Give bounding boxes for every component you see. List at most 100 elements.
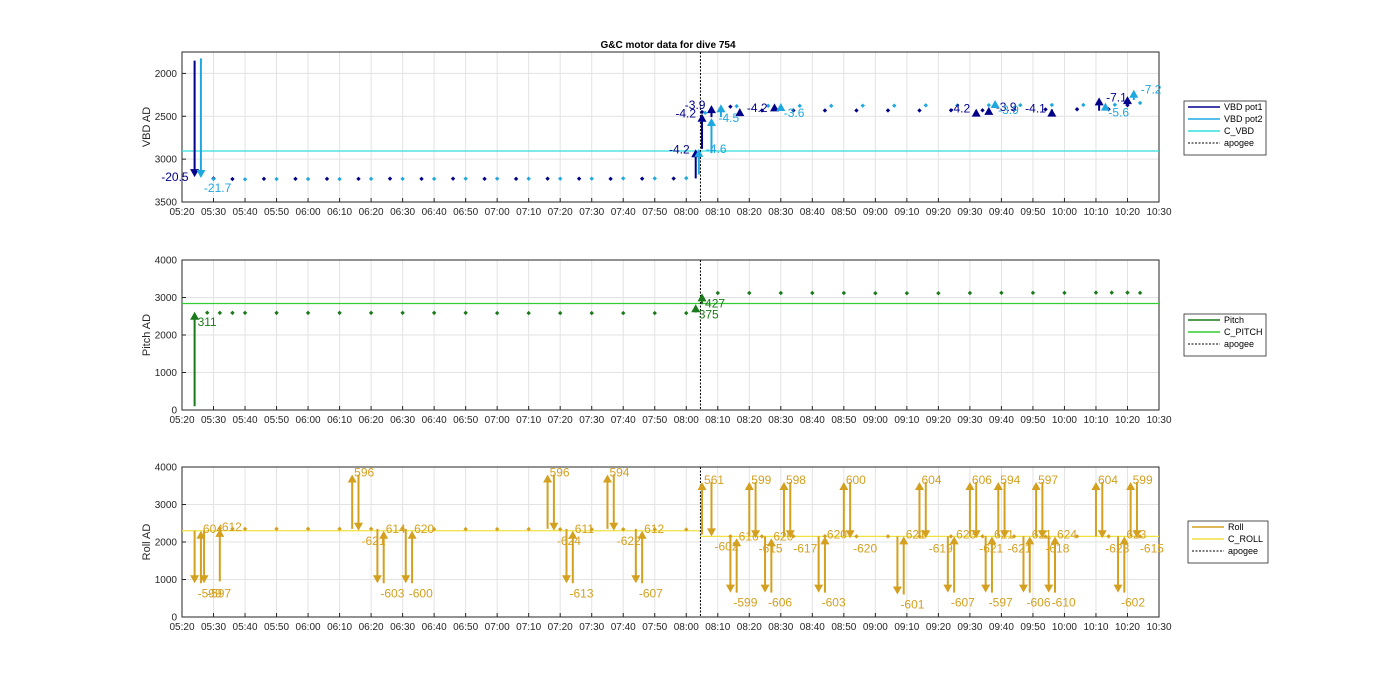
- data-point: [860, 103, 865, 108]
- data-point: [463, 310, 468, 316]
- data-point: [305, 176, 311, 182]
- x-tick-label: 06:00: [296, 415, 321, 426]
- y-axis-label: VBD AD: [141, 107, 153, 147]
- data-point: [652, 527, 657, 532]
- arrow-head: [549, 522, 559, 531]
- data-label: -620: [853, 541, 877, 555]
- arrow-head: [943, 584, 953, 593]
- data-point: [274, 176, 279, 182]
- x-tick-label: 07:40: [611, 622, 636, 633]
- arrow-head: [785, 530, 795, 539]
- arrow-head: [190, 169, 200, 178]
- data-label: -5.6: [1108, 106, 1129, 120]
- data-point: [368, 526, 374, 532]
- x-tick-label: 09:40: [989, 207, 1014, 218]
- y-tick-label: 3000: [155, 293, 178, 304]
- data-label: -613: [569, 586, 593, 600]
- x-tick-label: 09:50: [1020, 622, 1045, 633]
- data-label: -615: [1140, 541, 1164, 555]
- data-point: [1030, 290, 1036, 296]
- x-tick-label: 06:00: [296, 622, 321, 633]
- data-label: -3.9: [685, 98, 706, 112]
- data-point: [1074, 534, 1080, 539]
- data-point: [608, 176, 613, 182]
- data-point: [1125, 102, 1130, 108]
- x-tick-label: 07:40: [611, 207, 636, 218]
- x-tick-label: 09:30: [957, 622, 982, 633]
- data-label: 594: [1000, 473, 1020, 487]
- x-tick-label: 10:00: [1052, 415, 1077, 426]
- legend-label: VBD pot1: [1224, 102, 1263, 112]
- data-point: [400, 176, 405, 182]
- data-point: [885, 108, 891, 113]
- data-label: 612: [644, 522, 664, 536]
- x-tick-label: 10:30: [1146, 415, 1171, 426]
- data-point: [747, 290, 752, 296]
- data-label: -622: [617, 534, 641, 548]
- data-point: [482, 176, 487, 182]
- data-point: [652, 176, 657, 181]
- data-point: [1074, 107, 1080, 112]
- y-tick-label: 1000: [155, 368, 178, 379]
- data-label: -618: [1045, 541, 1069, 555]
- data-point: [494, 526, 500, 532]
- arrow-head: [766, 538, 776, 547]
- x-tick-label: 09:20: [926, 415, 951, 426]
- data-point: [526, 310, 531, 316]
- data-label: -602: [714, 539, 738, 553]
- arrow-head: [1047, 108, 1057, 117]
- x-tick-label: 06:10: [327, 622, 352, 633]
- legend-box: [1183, 100, 1267, 156]
- data-point: [1137, 100, 1143, 106]
- data-label: -607: [639, 586, 663, 600]
- data-label: 612: [222, 520, 242, 534]
- data-point: [699, 109, 705, 115]
- x-tick-label: 07:30: [579, 207, 604, 218]
- axes-box: [181, 51, 1160, 203]
- data-label: 620: [414, 522, 434, 536]
- y-tick-label: 3000: [155, 155, 178, 166]
- panel-pitch: 05:20 05:30 05:40 05:50 06:00 06:10 06:20 06:30…: [141, 256, 1267, 426]
- arrow-head: [971, 530, 981, 539]
- y-tick-label: 4000: [155, 463, 178, 474]
- x-tick-label: 08:50: [831, 622, 856, 633]
- data-point: [822, 533, 828, 539]
- data-label: -600: [409, 586, 433, 600]
- data-point: [652, 310, 657, 316]
- x-tick-label: 10:20: [1115, 207, 1140, 218]
- data-label: 598: [786, 473, 806, 487]
- data-point: [230, 176, 235, 182]
- arrow-head: [751, 530, 761, 539]
- data-point: [917, 108, 922, 113]
- data-label: 375: [699, 307, 719, 321]
- data-point: [242, 310, 248, 316]
- legend-label: apogee: [1224, 339, 1254, 349]
- x-tick-label: 07:00: [485, 415, 510, 426]
- data-label: -597: [989, 596, 1013, 610]
- x-tick-label: 06:40: [422, 415, 447, 426]
- arrow-head: [965, 482, 975, 490]
- data-point: [217, 526, 223, 531]
- arrow-head: [602, 474, 612, 483]
- data-label: 624: [1057, 527, 1077, 541]
- arrow-head: [694, 148, 704, 157]
- data-point: [494, 310, 500, 316]
- data-point: [261, 176, 267, 182]
- arrow-head: [987, 536, 997, 545]
- panel-roll: 05:20 05:30 05:40 05:50 06:00 06:10 06:20 06:30…: [141, 463, 1269, 633]
- data-point: [337, 310, 342, 316]
- data-point: [1112, 102, 1118, 107]
- arrow-head: [770, 103, 780, 112]
- arrow-head: [1132, 530, 1142, 539]
- data-point: [1125, 290, 1130, 295]
- data-point: [526, 526, 531, 532]
- arrow-head: [706, 528, 716, 537]
- data-point: [999, 290, 1004, 296]
- legend-box: [1183, 313, 1267, 357]
- data-point: [684, 310, 689, 316]
- data-point: [1093, 290, 1099, 295]
- x-tick-label: 07:50: [642, 415, 667, 426]
